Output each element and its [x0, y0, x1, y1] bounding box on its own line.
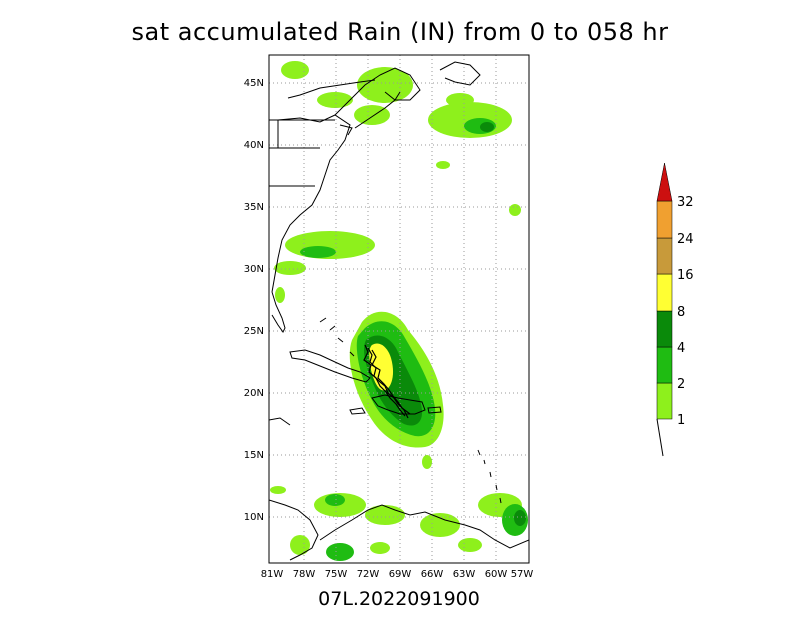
rain-patch: [446, 93, 474, 107]
rain-patch: [458, 538, 482, 552]
lat-tick-label: 30N: [244, 264, 264, 275]
lon-tick-label: 60W: [485, 569, 508, 580]
florida: [271, 291, 286, 333]
colorbar-swatch-8: [656, 273, 673, 312]
track-line: [371, 349, 411, 415]
rain-patch: [300, 246, 336, 258]
lon-tick-label: 72W: [357, 569, 380, 580]
cape-cod: [339, 124, 353, 136]
rain-patch: [274, 261, 306, 275]
rain-patch: [270, 486, 286, 494]
newfoundland: [439, 61, 481, 86]
storm-track: [363, 344, 411, 419]
lon-tick-label: 69W: [389, 569, 412, 580]
lat-tick-label: 10N: [244, 512, 264, 523]
rain-patch: [281, 61, 309, 79]
puerto-rico: [427, 406, 442, 414]
coastlines: [269, 61, 529, 561]
central-america: [269, 499, 319, 561]
bahamas: [319, 317, 355, 357]
rain-patch: [275, 287, 285, 303]
track-line: [367, 347, 409, 419]
us-east-coast: [271, 114, 351, 293]
lat-tick-label: 20N: [244, 388, 264, 399]
lat-tick-label: 35N: [244, 202, 264, 213]
colorbar: 1 2 4 8 16 24 32: [656, 162, 694, 457]
colorbar-swatch-16: [656, 237, 673, 275]
lat-tick-label: 15N: [244, 450, 264, 461]
lon-tick-label: 57W: [511, 569, 534, 580]
lon-tick-label: 66W: [421, 569, 444, 580]
map-frame: [268, 54, 530, 564]
rain-patch: [317, 92, 353, 108]
rain-patch: [509, 204, 521, 216]
cuba: [289, 349, 371, 383]
colorbar-swatch-2: [656, 346, 673, 384]
lat-lon-grid: [269, 55, 529, 563]
lon-axis: 81W 78W 75W 72W 69W 66W 63W 60W 57W: [261, 569, 534, 580]
canada-border: [287, 79, 376, 99]
colorbar-swatch-1: [656, 382, 673, 420]
rain-patch: [290, 535, 310, 555]
colorbar-label: 4: [677, 341, 685, 356]
colorbar-min-tail: [656, 418, 664, 457]
rainfall-swaths: [270, 61, 528, 561]
nova-scotia: [354, 91, 401, 129]
lat-tick-label: 40N: [244, 140, 264, 151]
rain-patch: [514, 510, 526, 526]
colorbar-swatch-24: [656, 200, 673, 239]
lat-axis: 45N 40N 35N 30N 25N 20N 15N 10N: [244, 78, 264, 523]
lon-tick-label: 81W: [261, 569, 284, 580]
canada-coast: [334, 67, 421, 116]
rain-patch: [436, 161, 450, 169]
yucatan: [269, 417, 291, 426]
jamaica: [349, 407, 366, 415]
lon-tick-label: 75W: [325, 569, 348, 580]
colorbar-swatch-4: [656, 310, 673, 348]
colorbar-label: 1: [677, 413, 685, 428]
colorbar-label: 2: [677, 377, 685, 392]
map-title: sat accumulated Rain (IN) from 0 to 058 …: [131, 18, 669, 46]
rain-patch: [365, 505, 405, 525]
rain-patch: [480, 122, 494, 132]
rain-patch: [420, 513, 460, 537]
rain-patch: [370, 542, 390, 554]
lesser-antilles: [477, 449, 502, 504]
colorbar-label: 8: [677, 305, 685, 320]
rain-patch: [326, 543, 354, 561]
south-america-coast: [319, 504, 529, 549]
colorbar-label: 16: [677, 268, 694, 283]
lon-tick-label: 78W: [293, 569, 316, 580]
rain-patch: [325, 494, 345, 506]
rain-patch: [354, 105, 390, 125]
rain-patch: [422, 455, 432, 469]
colorbar-label: 32: [677, 195, 694, 210]
colorbar-max-arrow: [656, 162, 673, 202]
storm-cycle-label: 07L.2022091900: [318, 588, 480, 610]
track-line: [363, 344, 406, 417]
colorbar-label: 24: [677, 232, 694, 247]
lat-tick-label: 25N: [244, 326, 264, 337]
lat-tick-label: 45N: [244, 78, 264, 89]
lon-tick-label: 63W: [453, 569, 476, 580]
